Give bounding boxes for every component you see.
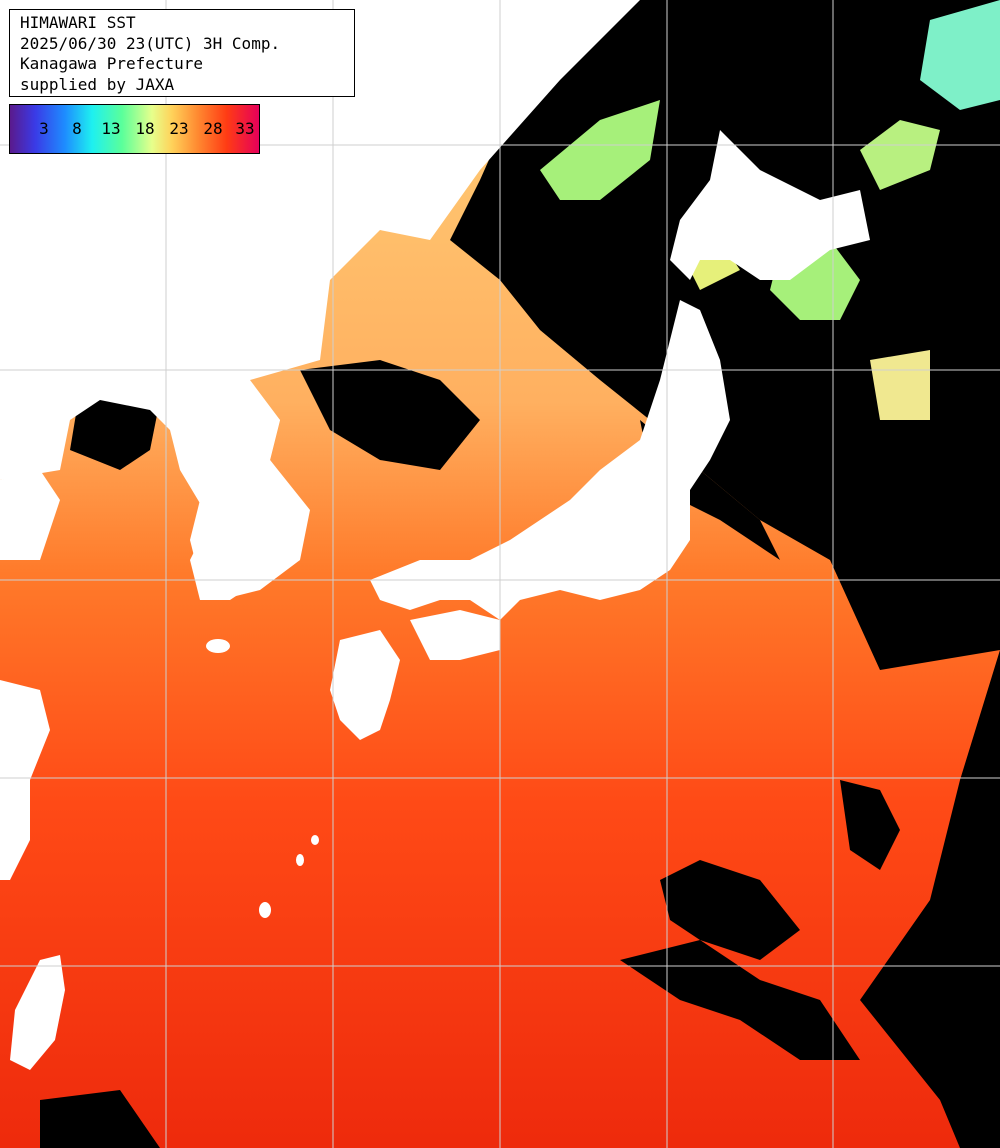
land-island [311, 835, 319, 845]
cloud-mask [70, 390, 160, 470]
info-box: HIMAWARI SST 2025/06/30 23(UTC) 3H Comp.… [9, 9, 355, 97]
legend-tick: 18 [135, 119, 155, 138]
land-hokkaido [670, 130, 870, 280]
land-mainland [0, 470, 60, 560]
timestamp: 2025/06/30 23(UTC) 3H Comp. [20, 33, 281, 53]
land-island [206, 639, 230, 653]
legend-tick: 33 [235, 119, 255, 138]
title: HIMAWARI SST [20, 13, 136, 32]
land-taiwan [10, 955, 65, 1070]
legend-tick: 3 [39, 119, 49, 138]
land-shikoku [410, 610, 500, 660]
cloud-mask [840, 780, 900, 870]
credit: supplied by JAXA [20, 74, 175, 94]
land-kyushu [330, 630, 400, 740]
cloud-mask [300, 360, 480, 470]
cloud-mask [40, 1090, 160, 1148]
legend-labels: 3 8 13 18 23 28 33 [10, 119, 259, 139]
legend-tick: 28 [203, 119, 223, 138]
cold-water [540, 100, 660, 200]
land-mainland [0, 680, 50, 880]
color-legend: 3 8 13 18 23 28 33 [9, 104, 260, 154]
legend-tick: 13 [101, 119, 121, 138]
legend-tick: 8 [72, 119, 82, 138]
cold-water [920, 0, 1000, 110]
land-honshu [370, 300, 730, 620]
cloud-mask [660, 860, 800, 960]
lat-label-40n: 40N [14, 352, 42, 370]
land-island [296, 854, 304, 866]
land-korea [170, 390, 300, 600]
cold-water [860, 120, 940, 190]
legend-tick: 23 [169, 119, 189, 138]
region: Kanagawa Prefecture [20, 54, 204, 73]
land-island [259, 902, 271, 918]
cloud-mask [860, 650, 1000, 1148]
cold-water [870, 350, 930, 420]
cloud-mask [620, 940, 860, 1060]
